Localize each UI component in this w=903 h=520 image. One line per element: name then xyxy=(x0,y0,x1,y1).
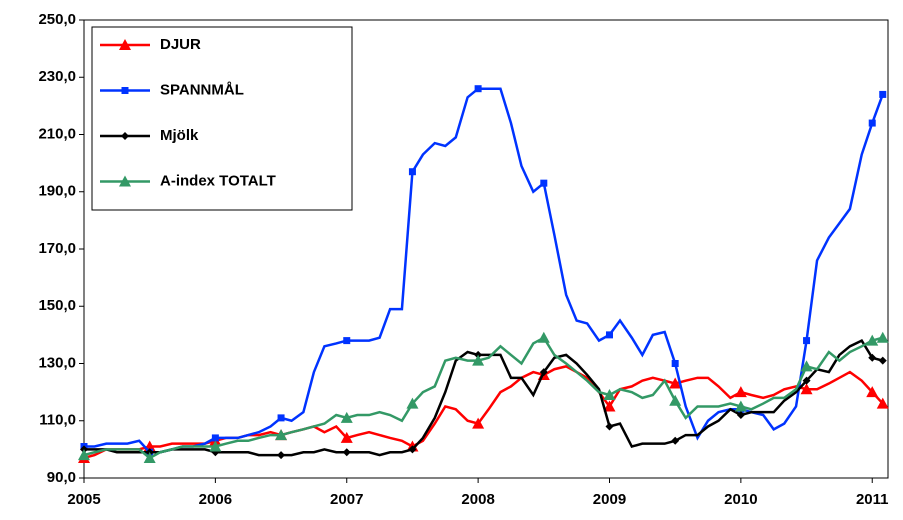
x-tick-label: 2007 xyxy=(330,491,363,508)
marker xyxy=(143,451,156,463)
marker xyxy=(866,334,879,346)
marker xyxy=(472,354,485,366)
marker xyxy=(605,331,613,339)
marker xyxy=(343,337,351,345)
marker xyxy=(800,383,813,395)
marker xyxy=(211,434,219,442)
marker xyxy=(876,397,889,409)
legend-label: A-index TOTALT xyxy=(160,172,276,189)
marker xyxy=(603,400,616,412)
y-tick-label: 110,0 xyxy=(39,412,76,429)
marker xyxy=(472,417,485,429)
marker xyxy=(540,179,548,187)
marker xyxy=(671,360,679,367)
marker xyxy=(406,397,419,409)
marker xyxy=(669,377,682,389)
legend-label: Mjölk xyxy=(160,127,199,144)
marker xyxy=(408,445,417,454)
marker xyxy=(408,168,416,176)
x-tick-label: 2006 xyxy=(199,491,232,508)
marker xyxy=(876,331,889,343)
marker xyxy=(275,429,288,441)
marker xyxy=(209,440,222,452)
marker xyxy=(671,436,680,445)
marker xyxy=(736,411,745,420)
marker xyxy=(121,87,129,94)
marker xyxy=(119,39,131,50)
y-tick-label: 130,0 xyxy=(38,354,76,371)
marker xyxy=(539,368,548,377)
legend-box xyxy=(91,26,353,211)
y-tick-label: 250,0 xyxy=(38,11,76,28)
x-tick-label: 2010 xyxy=(724,491,757,508)
x-tick-label: 2009 xyxy=(593,491,626,508)
marker xyxy=(803,337,811,345)
marker xyxy=(669,394,682,406)
y-tick-label: 230,0 xyxy=(38,68,76,85)
marker xyxy=(78,449,90,461)
marker xyxy=(277,414,285,422)
y-tick-label: 90,0 xyxy=(47,469,76,486)
marker xyxy=(868,353,877,362)
marker xyxy=(734,386,747,398)
y-tick-label: 190,0 xyxy=(38,183,76,200)
marker xyxy=(868,119,876,127)
marker xyxy=(119,175,131,187)
marker xyxy=(121,132,129,140)
marker xyxy=(342,448,351,457)
marker xyxy=(603,388,616,400)
marker xyxy=(878,356,887,365)
marker xyxy=(340,411,353,423)
y-tick-label: 150,0 xyxy=(38,297,76,314)
y-tick-label: 170,0 xyxy=(38,240,76,257)
marker xyxy=(866,386,879,398)
x-tick-label: 2008 xyxy=(461,491,494,508)
marker xyxy=(605,422,614,431)
marker xyxy=(474,85,482,93)
legend-label: DJUR xyxy=(160,36,201,53)
legend-label: SPANNMÅL xyxy=(160,81,244,98)
x-tick-label: 2011 xyxy=(856,491,889,508)
y-tick-label: 210,0 xyxy=(38,125,76,142)
marker xyxy=(734,400,747,412)
marker xyxy=(800,360,813,372)
marker xyxy=(537,331,550,343)
marker xyxy=(277,451,286,460)
marker xyxy=(802,376,811,385)
x-tick-label: 2005 xyxy=(67,491,100,508)
marker xyxy=(340,431,353,443)
marker xyxy=(879,90,887,98)
